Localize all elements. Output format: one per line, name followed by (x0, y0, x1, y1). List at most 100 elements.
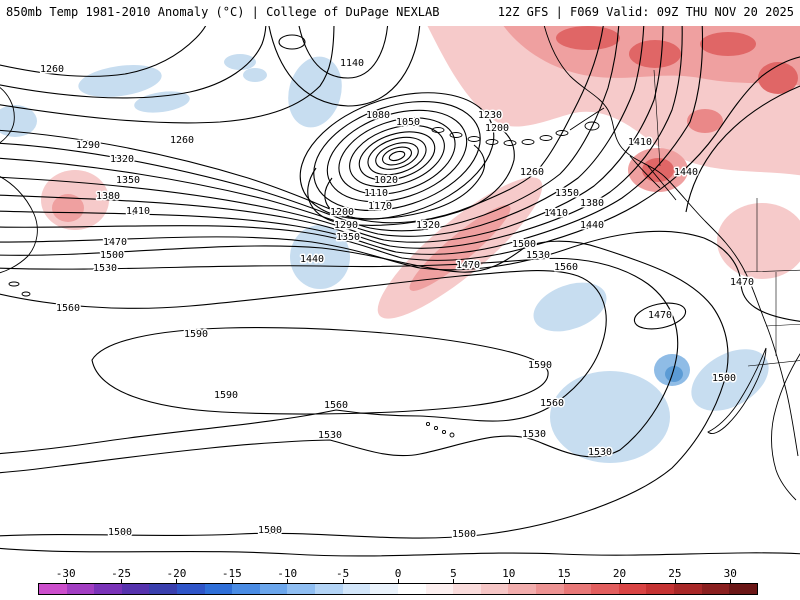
contour-label-1470: 1470 (648, 310, 672, 321)
contour-label-1050: 1050 (396, 117, 420, 128)
contour-label-1530: 1530 (93, 263, 117, 274)
contour-label-1200: 1200 (485, 123, 509, 134)
contour-closed-top (278, 34, 306, 50)
colorbar-segment (232, 584, 260, 594)
contour-label-1140: 1140 (340, 58, 364, 69)
colorbar-tick (619, 579, 621, 583)
contour-label-1020: 1020 (374, 175, 398, 186)
contour-label-1230: 1230 (478, 110, 502, 121)
contour-label-1170: 1170 (368, 201, 392, 212)
contour-ne-ridge (685, 85, 800, 213)
colorbar-tick-label: 25 (668, 567, 682, 580)
contour-label-1500: 1500 (100, 250, 124, 261)
contour-nw-inner (0, 20, 335, 124)
contour-label-1470: 1470 (456, 260, 480, 271)
contour-label-1530: 1530 (522, 429, 546, 440)
colorbar-tick (398, 579, 399, 583)
japan-island (8, 281, 20, 287)
contour-label-1290: 1290 (76, 140, 100, 151)
colorbar-segment (121, 584, 150, 594)
contour-1410 (0, 20, 704, 255)
colorbar-tick-label: -5 (335, 567, 350, 580)
contour-label-1590: 1590 (214, 390, 238, 401)
contour-label-1440: 1440 (300, 254, 324, 265)
colorbar-segment (177, 584, 205, 594)
colorbar-segment (370, 584, 398, 594)
alaska-west-coast (542, 20, 799, 457)
colorbar-tick-label: 5 (450, 567, 457, 580)
colorbar-segment (315, 584, 343, 594)
contour-label-1440: 1440 (580, 220, 604, 231)
contour-label-1470: 1470 (730, 277, 754, 288)
contour-label-1560: 1560 (56, 303, 80, 314)
hawaii-islands (425, 421, 455, 438)
contour-1260 (0, 20, 605, 224)
colorbar-segment (508, 584, 536, 594)
colorbar-tick (231, 579, 233, 583)
contour-trough-outer (267, 20, 421, 107)
contour-label-1560: 1560 (554, 262, 578, 273)
asia-coast (0, 87, 15, 144)
colorbar-tick (508, 579, 510, 583)
title-bar: 850mb Temp 1981-2010 Anomaly (°C) | Coll… (0, 0, 800, 26)
model-run-info: 12Z GFS | F069 Valid: 09Z THU NOV 20 202… (497, 5, 794, 19)
contour-label-1530: 1530 (318, 430, 342, 441)
contour-1290 (0, 20, 620, 232)
contour-1440 (0, 56, 800, 261)
japan-island (21, 291, 31, 297)
colorbar-segment (480, 584, 509, 594)
colorbar-tick-label: -25 (111, 567, 131, 580)
contour-label-1380: 1380 (96, 191, 120, 202)
contour-label-1380: 1380 (580, 198, 604, 209)
contour-label-1350: 1350 (336, 232, 360, 243)
colorbar-tick (674, 579, 676, 583)
japan-coast (0, 176, 38, 274)
contour-label-1590: 1590 (184, 329, 208, 340)
contour-1500-loop (0, 240, 729, 539)
colorbar-segment (535, 584, 564, 594)
colorbar-segment (397, 584, 426, 594)
contour-label-1260: 1260 (520, 167, 544, 178)
contour-label-1500: 1500 (452, 529, 476, 540)
contour-label-1110: 1110 (364, 188, 388, 199)
colorbar-tick-label: 20 (612, 567, 627, 580)
warm-anomaly-shading (41, 21, 800, 319)
colorbar-tick (287, 579, 289, 583)
kodiak-island (584, 121, 600, 131)
contour-1350 (0, 20, 664, 243)
contour-1260-nw (0, 20, 209, 77)
colorbar-tick (342, 579, 344, 583)
colorbar-segment (618, 584, 647, 594)
colorbar-segment (149, 584, 178, 594)
mexico-mainland-coast (771, 353, 800, 501)
colorbar-segment (39, 584, 67, 594)
contour-label-1350: 1350 (116, 175, 140, 186)
contour-label-1590: 1590 (528, 360, 552, 371)
low-pressure-rings (299, 92, 495, 220)
contour-label-1260: 1260 (170, 135, 194, 146)
colorbar-segment (591, 584, 619, 594)
contour-label-1350: 1350 (555, 188, 579, 199)
colorbar-tick (121, 579, 123, 583)
contour-label-1320: 1320 (416, 220, 440, 231)
alaska-peninsula (569, 107, 605, 131)
contour-label-1440: 1440 (674, 167, 698, 178)
contour-label-1200: 1200 (330, 207, 354, 218)
color-scale-bar (38, 583, 758, 595)
colorbar-segment (563, 584, 592, 594)
contour-lines (0, 20, 800, 557)
contour-1320 (0, 20, 645, 237)
colorbar-segment (674, 584, 702, 594)
colorbar-tick-label: -30 (55, 567, 76, 580)
colorbar-segment (342, 584, 371, 594)
contour-1380 (0, 20, 683, 249)
colorbar-tick-label: -15 (221, 567, 242, 580)
contour-label-1530: 1530 (588, 447, 612, 458)
colorbar-tick (453, 579, 455, 583)
colorbar-tick-label: 30 (723, 567, 737, 580)
colorbar-tick-label: 15 (557, 567, 571, 580)
colorbar-segment (259, 584, 288, 594)
map-title: 850mb Temp 1981-2010 Anomaly (°C) | Coll… (6, 5, 440, 19)
